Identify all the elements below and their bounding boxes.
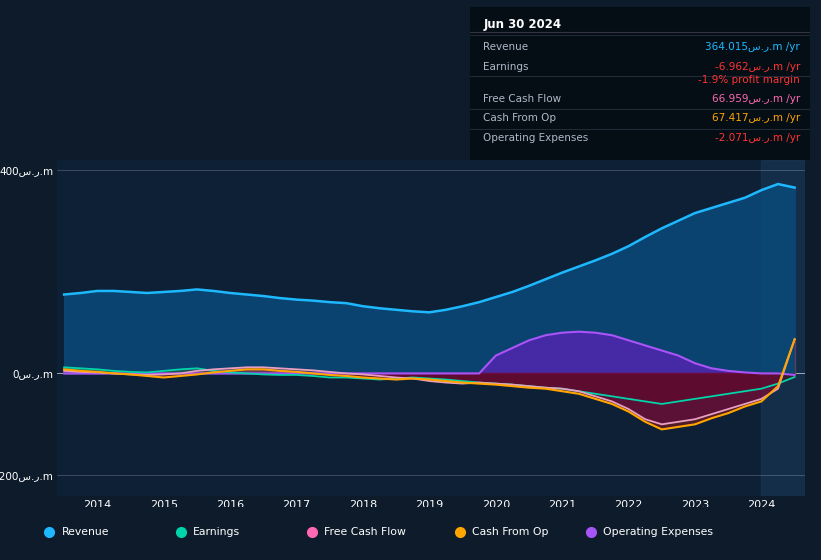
Bar (761, 160, 805, 496)
Text: Free Cash Flow: Free Cash Flow (484, 94, 562, 104)
Text: Cash From Op: Cash From Op (484, 114, 557, 123)
Text: -1.9% profit margin: -1.9% profit margin (699, 76, 800, 85)
Text: -6.962س.ر.m /yr: -6.962س.ر.m /yr (715, 62, 800, 72)
Text: Earnings: Earnings (484, 62, 529, 72)
Text: Operating Expenses: Operating Expenses (603, 528, 713, 538)
Text: Revenue: Revenue (62, 528, 109, 538)
Text: Jun 30 2024: Jun 30 2024 (484, 18, 562, 31)
Text: Earnings: Earnings (193, 528, 240, 538)
Text: Revenue: Revenue (484, 42, 529, 52)
Text: -2.071س.ر.m /yr: -2.071س.ر.m /yr (715, 133, 800, 143)
Text: Free Cash Flow: Free Cash Flow (324, 528, 406, 538)
Text: 364.015س.ر.m /yr: 364.015س.ر.m /yr (705, 42, 800, 52)
Text: 67.417س.ر.m /yr: 67.417س.ر.m /yr (712, 114, 800, 123)
Text: 66.959س.ر.m /yr: 66.959س.ر.m /yr (712, 94, 800, 104)
Text: Operating Expenses: Operating Expenses (484, 133, 589, 143)
Text: Cash From Op: Cash From Op (472, 528, 548, 538)
